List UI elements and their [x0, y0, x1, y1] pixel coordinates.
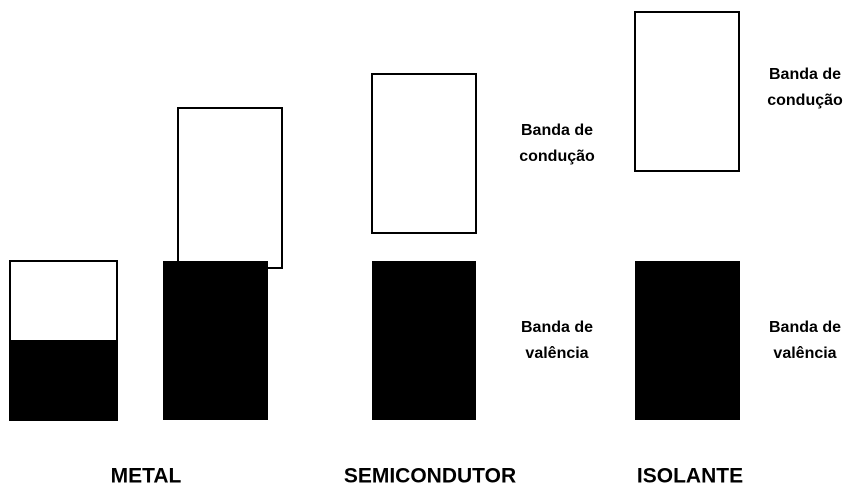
- valence-band: [163, 261, 268, 420]
- filled-portion: [10, 340, 117, 420]
- band-label: Banda de: [521, 122, 593, 139]
- column-title: SEMICONDUTOR: [344, 465, 516, 488]
- valence-band: [635, 261, 740, 420]
- band-label: condução: [767, 92, 843, 109]
- column-title: METAL: [111, 465, 182, 488]
- column-title: ISOLANTE: [637, 465, 743, 488]
- conduction-band: [177, 107, 283, 269]
- conduction-band: [634, 11, 740, 172]
- valence-band: [372, 261, 476, 420]
- band-label: Banda de: [769, 319, 841, 336]
- band-label: Banda de: [521, 319, 593, 336]
- conduction-band: [371, 73, 477, 234]
- band-label: condução: [519, 148, 595, 165]
- band-label: valência: [525, 345, 588, 362]
- band-label: Banda de: [769, 66, 841, 83]
- band-label: valência: [773, 345, 836, 362]
